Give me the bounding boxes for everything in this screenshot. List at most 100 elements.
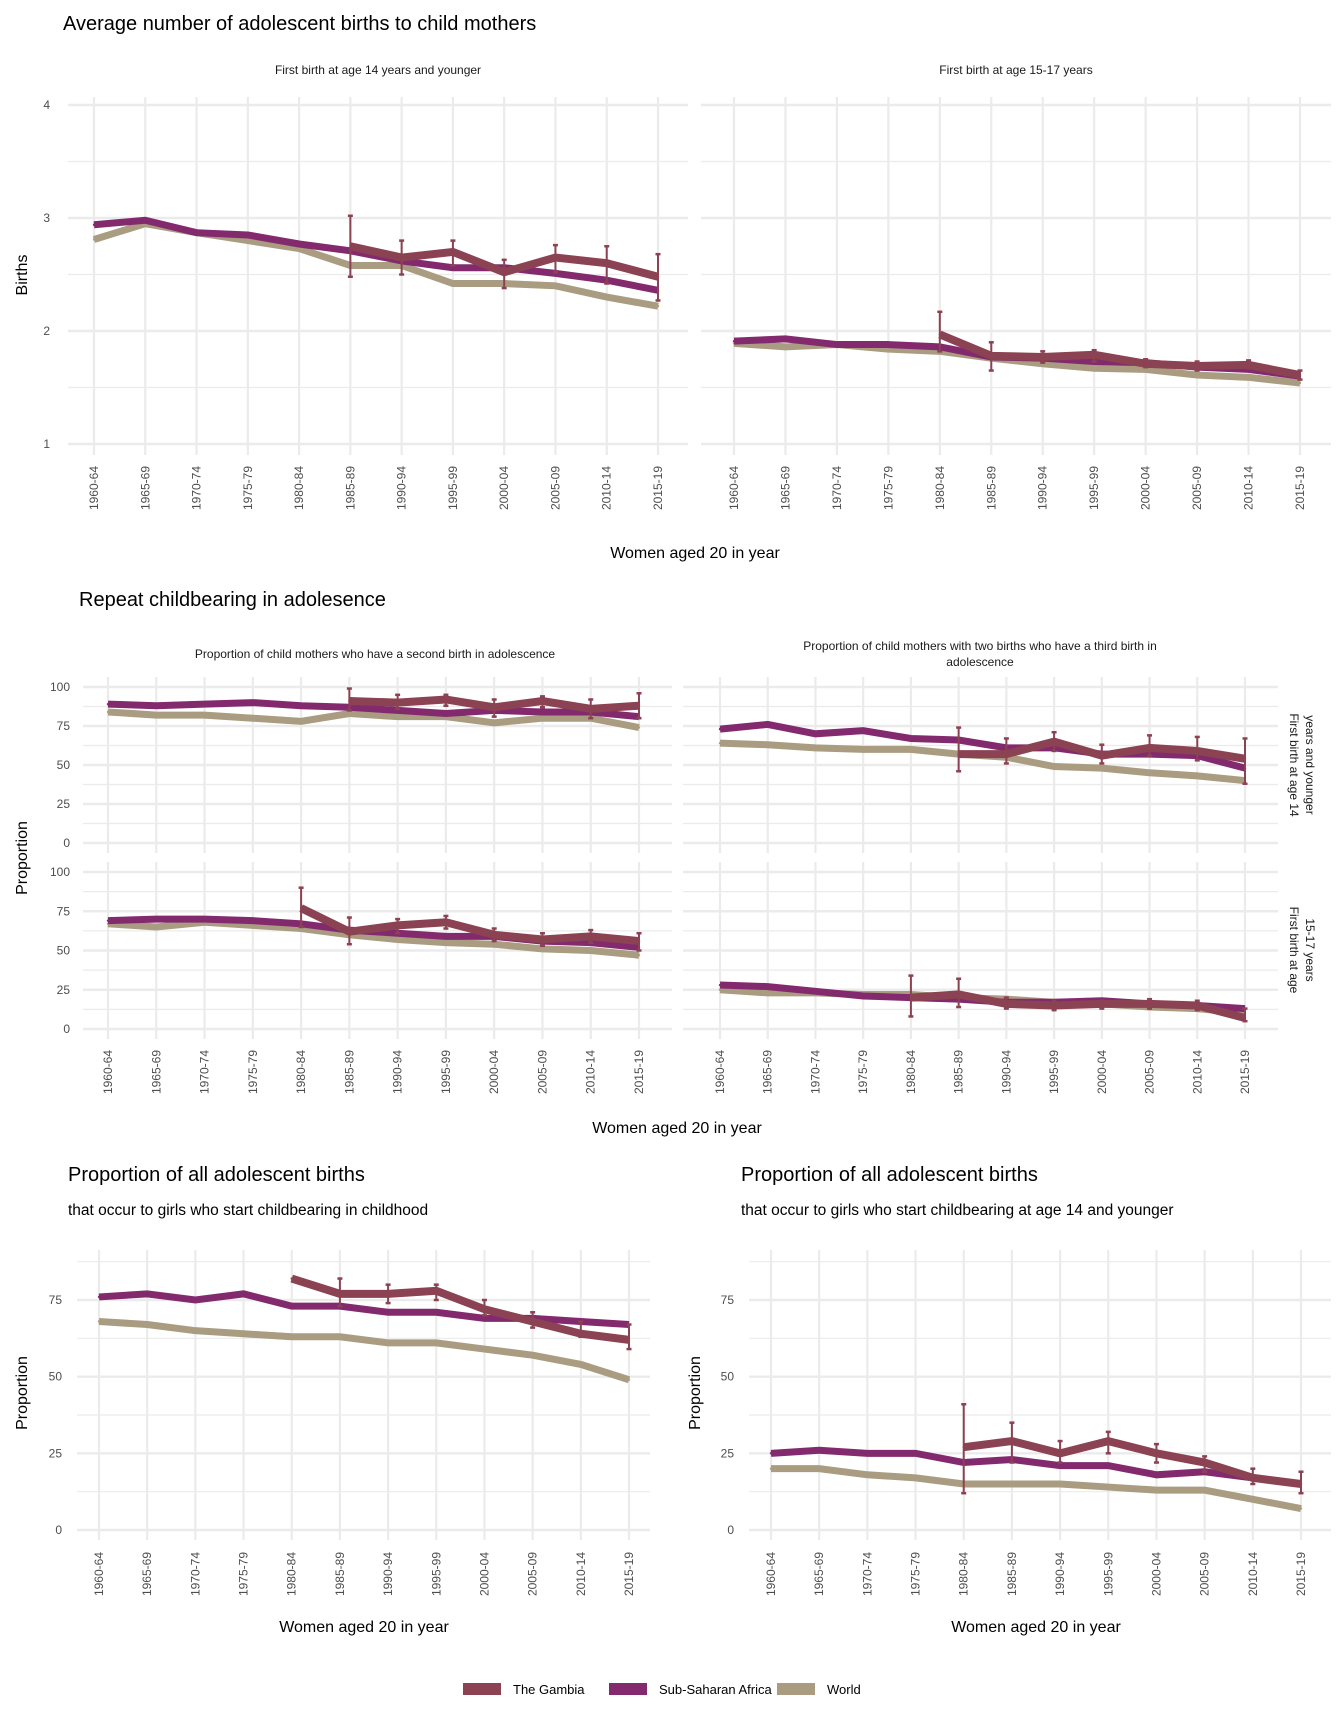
data-point (861, 729, 865, 732)
data-point (909, 737, 913, 740)
x-tick-label: 1970-74 (190, 466, 204, 510)
data-point (97, 1295, 101, 1299)
data-point (1100, 766, 1104, 770)
x-tick-label: 2015-19 (1294, 1552, 1308, 1596)
data-point (1203, 1488, 1206, 1492)
data-point (887, 343, 890, 346)
data-point (290, 1277, 293, 1280)
data-point (1052, 765, 1056, 768)
data-point (784, 337, 787, 341)
data-point (835, 343, 839, 346)
data-point (887, 347, 890, 351)
x-tick-label: 1980-84 (933, 466, 947, 510)
y-tick-label: 0 (63, 836, 70, 850)
x-tick-label: 2000-04 (497, 466, 511, 510)
data-point (492, 943, 496, 946)
x-tick-label: 1980-84 (294, 1050, 308, 1094)
panel-births-14: 1 2 3 4 1960-64 1965-69 1970-74 1975-79 1980-84 1… (43, 97, 688, 510)
data-point (106, 919, 110, 922)
x-tick-label: 2005-09 (526, 1552, 540, 1596)
data-point (299, 704, 303, 707)
data-point (579, 1363, 583, 1366)
panel-third-14 (683, 677, 1278, 853)
section1-xlabel: Women aged 20 in year (610, 545, 780, 562)
series-line (98, 1317, 631, 1384)
data-point (909, 748, 913, 751)
data-point (246, 239, 250, 242)
data-point (817, 1467, 821, 1470)
section3-left-title: Proportion of all adolescent births (68, 1164, 365, 1186)
section3-left-ylabel: Proportion (14, 1356, 31, 1430)
data-point (386, 1341, 390, 1345)
x-tick-label: 1965-69 (138, 466, 152, 510)
data-point (1058, 1482, 1062, 1486)
series-world (106, 918, 641, 959)
data-point (348, 712, 351, 715)
data-point (718, 988, 722, 991)
data-point (145, 1292, 149, 1296)
x-tick-label: 1970-74 (198, 1050, 212, 1094)
y-tick-label: 50 (721, 1370, 735, 1384)
data-point (1058, 1464, 1062, 1467)
y-tick-label: 0 (55, 1523, 62, 1537)
section3-left-xlabel: Women aged 20 in year (279, 1619, 449, 1636)
x-tick-label: 2000-04 (1149, 1552, 1163, 1596)
section3-left-subtitle: that occur to girls who start childbeari… (68, 1202, 428, 1219)
x-tick-label: 1980-84 (904, 1050, 918, 1094)
y-tick-label: 50 (57, 758, 71, 772)
data-point (92, 238, 96, 241)
data-point (1107, 1485, 1110, 1489)
x-tick-label: 1975-79 (881, 466, 895, 510)
x-tick-label: 1995-99 (446, 466, 460, 510)
series-line (938, 330, 1301, 379)
data-point (914, 1452, 917, 1455)
data-point (386, 1311, 390, 1314)
data-point (435, 1311, 438, 1314)
data-point (1107, 1464, 1110, 1467)
x-tick-label: 2005-09 (548, 466, 562, 510)
data-point (144, 219, 147, 222)
x-tick-label: 1965-69 (812, 1552, 826, 1596)
section3-right-subtitle: that occur to girls who start childbeari… (741, 1202, 1174, 1219)
data-point (251, 924, 255, 927)
strip-third-birth-line2: adolescence (946, 655, 1014, 669)
x-tick-label: 1970-74 (860, 1552, 874, 1596)
x-tick-label: 1980-84 (285, 1552, 299, 1596)
series-the-gambia (908, 974, 1248, 1023)
data-point (145, 1323, 149, 1326)
series-world (769, 1465, 1303, 1512)
data-point (251, 717, 255, 720)
data-point (1155, 1488, 1158, 1492)
data-point (444, 712, 448, 715)
series-line (719, 720, 1246, 772)
series-line (963, 1436, 1302, 1488)
x-tick-label: 1980-84 (292, 466, 306, 510)
series-line (299, 904, 640, 946)
x-tick-label: 1975-79 (856, 1050, 870, 1094)
panel-second-15-17: 0 25 50 75 100 1960-64 1965-69 1970-74 1975-79 19… (50, 862, 672, 1094)
section1-ylabel: Births (14, 255, 31, 296)
y-tick-label: 25 (57, 983, 71, 997)
x-tick-label: 1995-99 (439, 1050, 453, 1094)
x-tick-label: 1985-89 (343, 466, 357, 510)
data-point (732, 339, 736, 343)
data-point (435, 1341, 438, 1345)
x-tick-label: 1970-74 (830, 466, 844, 510)
series-line (98, 1290, 630, 1329)
x-tick-label: 1960-64 (92, 1552, 106, 1596)
x-tick-label: 1965-69 (140, 1552, 154, 1596)
x-tick-label: 2010-14 (574, 1552, 588, 1596)
data-point (605, 295, 608, 299)
x-tick-label: 2010-14 (1242, 466, 1256, 510)
x-tick-label: 1995-99 (1087, 466, 1101, 510)
data-point (97, 1320, 101, 1323)
legend: The Gambia Sub-Saharan Africa World (463, 1682, 861, 1697)
y-tick-label: 4 (43, 98, 50, 112)
y-tick-label: 1 (43, 437, 50, 451)
data-point (155, 917, 158, 921)
x-tick-label: 2015-19 (1238, 1050, 1252, 1094)
data-point (1155, 1473, 1158, 1477)
data-point (155, 713, 158, 717)
x-tick-label: 1975-79 (246, 1050, 260, 1094)
data-point (1196, 774, 1199, 778)
